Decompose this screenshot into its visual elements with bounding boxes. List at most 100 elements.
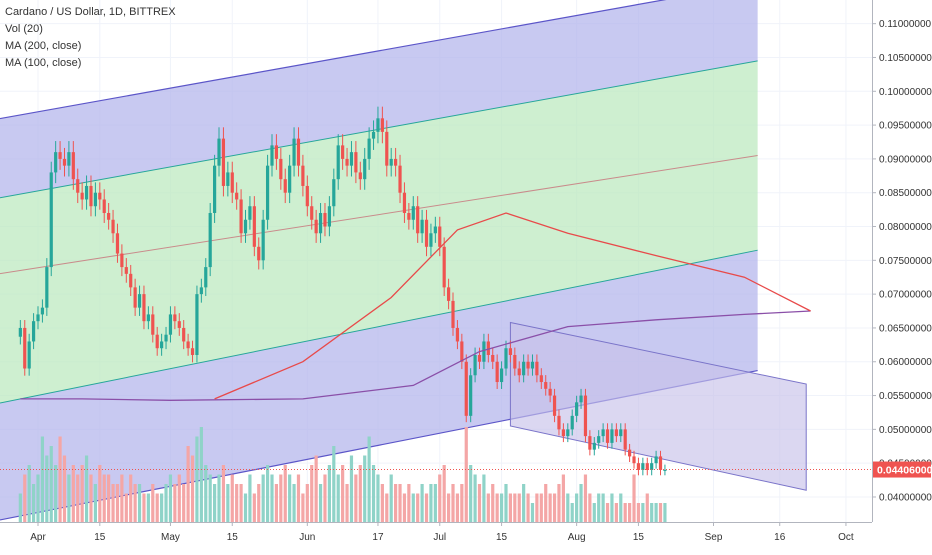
- volume-bar: [601, 493, 605, 522]
- volume-bar: [469, 465, 473, 522]
- candle-body: [446, 287, 451, 301]
- candle-body: [583, 395, 588, 437]
- y-tick-label: 0.10000000: [879, 87, 932, 98]
- candle-body: [570, 415, 574, 430]
- channel-inner-bottom-line: [0, 249, 758, 404]
- volume-bar: [133, 484, 137, 522]
- candle-body: [394, 158, 398, 166]
- volume-bar: [71, 465, 75, 522]
- volume-bar: [482, 474, 486, 522]
- volume-bar: [513, 493, 517, 522]
- y-tick-label: 0.11000000: [879, 19, 932, 30]
- candle-body: [614, 429, 618, 437]
- candle-body: [654, 456, 658, 464]
- volume-bar: [548, 493, 552, 522]
- volume-bar: [288, 474, 292, 522]
- candle-body: [345, 158, 349, 166]
- candle-body: [133, 287, 137, 308]
- candle-body: [363, 158, 367, 180]
- candle-body: [71, 152, 75, 180]
- y-tick-label: 0.09500000: [879, 121, 932, 132]
- candle-body: [575, 402, 579, 416]
- candle-body: [645, 463, 649, 470]
- volume-bar: [650, 503, 654, 522]
- candle-body: [632, 456, 636, 464]
- volume-bar: [45, 455, 49, 522]
- candle-body: [442, 246, 446, 288]
- volume-bar: [67, 474, 71, 522]
- volume-bar: [442, 465, 446, 522]
- candle-body: [530, 361, 535, 369]
- channel-upper-band: [0, 0, 758, 198]
- volume-bar: [49, 446, 53, 522]
- volume-bar: [588, 493, 592, 522]
- volume-bar: [204, 465, 208, 522]
- volume-bar: [31, 484, 36, 522]
- candle-body: [389, 158, 393, 166]
- volume-bar: [23, 474, 27, 522]
- candle-body: [566, 429, 570, 437]
- x-tick-label: Apr: [30, 532, 46, 543]
- candle-body: [292, 138, 296, 166]
- volume-bar: [557, 484, 561, 522]
- x-tick-label: 15: [227, 532, 239, 543]
- volume-bar: [561, 474, 565, 522]
- candle-body: [557, 415, 561, 430]
- volume-bar: [230, 474, 234, 522]
- volume-bar: [402, 493, 407, 522]
- candle-body: [62, 158, 67, 166]
- volume-bar: [190, 455, 195, 522]
- candle-body: [522, 361, 526, 376]
- candle-body: [195, 294, 199, 355]
- plot-area[interactable]: [0, 0, 872, 522]
- x-tick-label: May: [161, 532, 180, 543]
- volume-bar: [632, 474, 636, 522]
- legend-title[interactable]: Cardano / US Dollar, 1D, BITTREX: [5, 6, 176, 18]
- candle-body: [40, 307, 45, 315]
- volume-bar: [424, 493, 429, 522]
- legend-ma200[interactable]: MA (200, close): [5, 40, 82, 52]
- volume-bar: [54, 465, 58, 522]
- volume-bar: [636, 503, 641, 522]
- candle-body: [305, 185, 309, 207]
- y-tick-label: 0.08000000: [879, 222, 932, 233]
- volume-bar: [186, 446, 190, 522]
- candle-body: [597, 436, 601, 443]
- candle-body: [663, 469, 667, 471]
- volume-bar: [177, 474, 181, 522]
- volume-bar: [389, 474, 393, 522]
- volume-bar: [416, 493, 420, 522]
- candle-body: [146, 314, 150, 322]
- volume-bar: [155, 493, 159, 522]
- volume-bar: [182, 484, 186, 522]
- volume-bar: [120, 474, 124, 522]
- volume-bar: [208, 474, 212, 522]
- legend-ma100[interactable]: MA (100, close): [5, 57, 82, 69]
- candle-body: [398, 165, 402, 193]
- volume-bar: [380, 484, 384, 522]
- candle-body: [296, 138, 301, 166]
- candle-body: [619, 429, 623, 437]
- candle-body: [429, 233, 433, 247]
- candle-body: [601, 429, 605, 437]
- volume-bar: [137, 484, 142, 522]
- candle-body: [367, 138, 371, 159]
- volume-bar: [327, 465, 331, 522]
- legend-volume[interactable]: Vol (20): [5, 23, 43, 35]
- candle-body: [464, 361, 468, 416]
- candle-body: [548, 388, 552, 396]
- volume-bar: [323, 474, 327, 522]
- candle-body: [301, 165, 305, 186]
- candle-body: [486, 341, 490, 355]
- volume-bar: [579, 484, 583, 522]
- candle-body: [261, 219, 265, 261]
- candle-body: [58, 152, 62, 159]
- y-tick-label: 0.10500000: [879, 53, 932, 64]
- volume-bar: [654, 503, 658, 522]
- volume-bar: [433, 484, 437, 522]
- volume-bar: [645, 493, 649, 522]
- volume-bar: [658, 503, 663, 522]
- volume-bar: [80, 465, 84, 522]
